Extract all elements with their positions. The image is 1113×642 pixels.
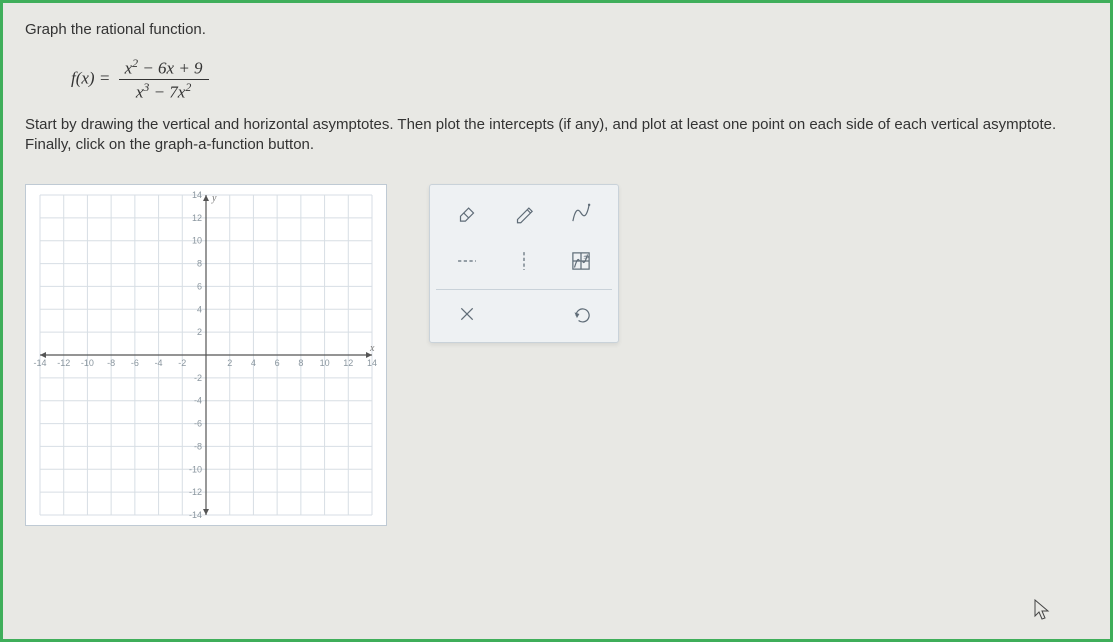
svg-text:2: 2: [197, 327, 202, 337]
svg-text:6: 6: [275, 358, 280, 368]
svg-text:12: 12: [192, 212, 202, 222]
svg-text:-4: -4: [155, 358, 163, 368]
undo-button[interactable]: [559, 294, 603, 334]
svg-text:-14: -14: [33, 358, 46, 368]
svg-text:4: 4: [251, 358, 256, 368]
svg-text:-12: -12: [189, 487, 202, 497]
curve-icon: [568, 200, 594, 226]
function-lhs: f(x) =: [71, 68, 110, 87]
horizontal-asymptote-icon: [454, 248, 480, 274]
undo-icon: [568, 301, 594, 327]
svg-text:6: 6: [197, 281, 202, 291]
svg-text:x: x: [369, 343, 375, 354]
svg-text:10: 10: [320, 358, 330, 368]
graph-a-function-icon: ±x: [568, 248, 594, 274]
cursor-icon: [1034, 599, 1050, 621]
svg-text:4: 4: [197, 304, 202, 314]
clear-button[interactable]: [445, 294, 489, 334]
svg-text:2: 2: [227, 358, 232, 368]
svg-text:10: 10: [192, 235, 202, 245]
pencil-tool[interactable]: [502, 193, 546, 233]
denominator: x3 − 7x2: [119, 80, 209, 103]
svg-text:-8: -8: [194, 441, 202, 451]
graph-a-function-button[interactable]: ±x: [559, 241, 603, 281]
close-icon: [454, 301, 480, 327]
svg-text:-12: -12: [57, 358, 70, 368]
svg-text:12: 12: [343, 358, 353, 368]
vertical-asymptote-tool[interactable]: [502, 241, 546, 281]
instructions-text: Start by drawing the vertical and horizo…: [25, 115, 1068, 156]
toolbox-panel: ±x: [429, 184, 619, 343]
svg-text:-6: -6: [194, 418, 202, 428]
svg-text:-14: -14: [189, 510, 202, 520]
svg-text:-4: -4: [194, 395, 202, 405]
coordinate-grid: -14 -12 -10 -8 -6 -4 -2 2 4 6 8 10 12 14 -14 -12 -10 -8 -6…: [26, 185, 386, 525]
function-formula: f(x) = x2 − 6x + 9 x3 − 7x2: [71, 56, 209, 103]
svg-text:-6: -6: [131, 358, 139, 368]
svg-text:-2: -2: [178, 358, 186, 368]
graph-canvas[interactable]: -14 -12 -10 -8 -6 -4 -2 2 4 6 8 10 12 14 -14 -12 -10 -8 -6…: [25, 184, 387, 526]
svg-text:y: y: [211, 193, 217, 204]
numerator: x2 − 6x + 9: [119, 56, 209, 80]
pencil-icon: [511, 200, 537, 226]
horizontal-asymptote-tool[interactable]: [445, 241, 489, 281]
vertical-asymptote-icon: [511, 248, 537, 274]
svg-text:-8: -8: [107, 358, 115, 368]
eraser-icon: [454, 200, 480, 226]
svg-text:-10: -10: [81, 358, 94, 368]
problem-title: Graph the rational function.: [25, 21, 1088, 38]
svg-text:14: 14: [367, 358, 377, 368]
svg-text:8: 8: [298, 358, 303, 368]
svg-text:14: 14: [192, 190, 202, 200]
eraser-tool[interactable]: [445, 193, 489, 233]
svg-text:-10: -10: [189, 464, 202, 474]
svg-text:-2: -2: [194, 372, 202, 382]
svg-text:8: 8: [197, 258, 202, 268]
curve-tool[interactable]: [559, 193, 603, 233]
